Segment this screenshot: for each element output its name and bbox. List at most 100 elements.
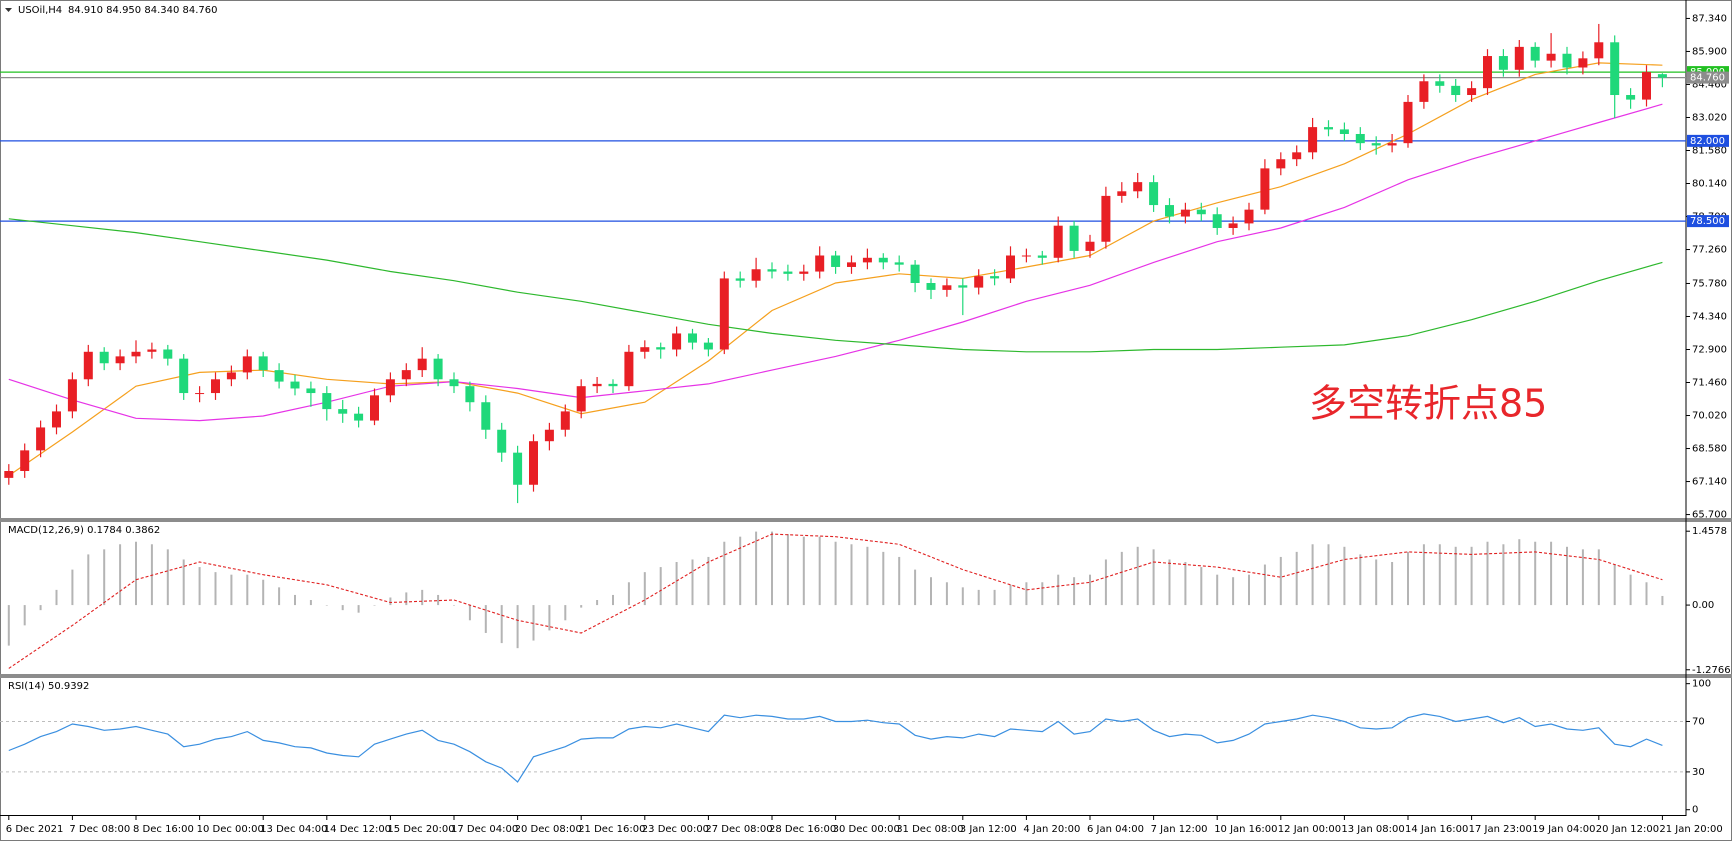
candle-body bbox=[926, 283, 936, 290]
macd-bar bbox=[834, 541, 837, 606]
x-tick-label: 3 Jan 12:00 bbox=[960, 824, 1017, 835]
x-tick-label: 10 Jan 16:00 bbox=[1214, 824, 1277, 835]
candle-body bbox=[163, 349, 173, 359]
candle-body bbox=[1483, 56, 1492, 89]
rsi-title: RSI(14) 50.9392 bbox=[8, 681, 89, 692]
macd-bar bbox=[961, 587, 964, 606]
candle-body bbox=[735, 278, 745, 281]
macd-bar bbox=[866, 546, 869, 606]
candle-body bbox=[481, 402, 491, 430]
candle-body bbox=[529, 441, 538, 485]
x-tick-label: 17 Dec 04:00 bbox=[451, 824, 518, 835]
candle-body bbox=[131, 351, 141, 357]
y-tick-label: 30 bbox=[1692, 767, 1705, 778]
candle-body bbox=[99, 351, 109, 364]
candle-body bbox=[1451, 85, 1461, 96]
candle-body bbox=[974, 276, 984, 288]
macd-bar bbox=[1216, 574, 1219, 606]
candle-body bbox=[1133, 182, 1143, 192]
symbol-title: USOil,H4 bbox=[18, 5, 62, 16]
macd-bar bbox=[675, 562, 678, 606]
candle-body bbox=[560, 411, 570, 430]
candle-body bbox=[544, 429, 554, 442]
candle-body bbox=[1292, 152, 1302, 160]
macd-bar bbox=[500, 605, 503, 644]
macd-bar bbox=[262, 579, 265, 606]
macd-bar bbox=[818, 536, 821, 606]
macd-bar bbox=[214, 572, 217, 606]
macd-bar bbox=[357, 605, 360, 613]
y-tick-label: 100 bbox=[1692, 679, 1711, 690]
candle-body bbox=[226, 372, 236, 380]
candle-body bbox=[1021, 255, 1031, 257]
candle-body bbox=[274, 370, 284, 382]
x-tick-label: 7 Dec 08:00 bbox=[69, 824, 130, 835]
x-tick-label: 20 Dec 08:00 bbox=[515, 824, 582, 835]
y-tick-label: 1.4578 bbox=[1692, 526, 1727, 537]
moving-average bbox=[8, 218, 1663, 353]
macd-bar bbox=[119, 544, 122, 606]
macd-bar bbox=[135, 541, 137, 606]
macd-bar bbox=[1645, 582, 1648, 606]
x-tick-label: 21 Dec 16:00 bbox=[578, 824, 645, 835]
level-label-box bbox=[1687, 71, 1729, 84]
candle-body bbox=[83, 351, 93, 380]
x-tick-label: 7 Jan 12:00 bbox=[1151, 824, 1208, 835]
candle-body bbox=[290, 381, 300, 389]
macd-bar bbox=[230, 574, 233, 606]
x-tick-label: 14 Dec 12:00 bbox=[324, 824, 391, 835]
candle-body bbox=[385, 379, 395, 396]
rsi-line bbox=[8, 713, 1663, 783]
y-tick-label: 0 bbox=[1692, 805, 1698, 816]
macd-bar bbox=[1311, 544, 1314, 606]
x-tick-label: 15 Dec 20:00 bbox=[387, 824, 454, 835]
macd-bar bbox=[1136, 546, 1139, 606]
macd-bar bbox=[246, 574, 249, 606]
x-tick-label: 14 Jan 16:00 bbox=[1405, 824, 1468, 835]
candle-body bbox=[783, 271, 793, 274]
annotation: 多空转折点85 bbox=[1309, 382, 1547, 426]
macd-bar bbox=[691, 559, 694, 606]
macd-bar bbox=[182, 559, 185, 606]
moving-average bbox=[8, 62, 1663, 477]
candle-body bbox=[688, 333, 697, 343]
candle-body bbox=[624, 351, 634, 387]
x-tick-label: 21 Jan 20:00 bbox=[1659, 824, 1722, 835]
x-tick-label: 4 Jan 20:00 bbox=[1023, 824, 1080, 835]
y-tick-label: 84.460 bbox=[1692, 79, 1727, 90]
macd-bar bbox=[1661, 595, 1664, 606]
candle-body bbox=[1355, 133, 1365, 144]
candle-body bbox=[433, 358, 443, 380]
candle-body bbox=[640, 347, 650, 352]
candle-body bbox=[147, 349, 157, 352]
macd-bar bbox=[723, 541, 726, 606]
y-tick-label: 70.020 bbox=[1692, 411, 1727, 422]
symbol-menu-icon[interactable] bbox=[5, 8, 12, 12]
candle-body bbox=[1006, 255, 1015, 279]
y-tick-label: 77.260 bbox=[1692, 245, 1727, 256]
candle-body bbox=[465, 386, 475, 403]
candle-body bbox=[1165, 205, 1174, 217]
macd-bar bbox=[1184, 562, 1187, 606]
candle-body bbox=[1228, 223, 1238, 228]
macd-bar bbox=[198, 567, 201, 606]
candle-body bbox=[958, 285, 968, 288]
y-tick-label: 68.580 bbox=[1692, 444, 1727, 455]
macd-bar bbox=[325, 605, 328, 606]
candle-body bbox=[656, 347, 666, 350]
candle-body bbox=[719, 278, 729, 350]
candle-body bbox=[1642, 72, 1651, 100]
macd-bar bbox=[898, 556, 901, 606]
macd-bar bbox=[1613, 564, 1616, 606]
macd-bar bbox=[945, 582, 948, 606]
level-label: 78.500 bbox=[1690, 216, 1725, 227]
macd-bar bbox=[278, 587, 281, 606]
macd-bar bbox=[627, 582, 630, 606]
macd-bar bbox=[977, 589, 980, 606]
macd-bar bbox=[166, 549, 169, 606]
candle-body bbox=[1467, 88, 1477, 96]
level-label-box bbox=[1687, 134, 1729, 147]
macd-bar bbox=[786, 534, 789, 606]
candle-body bbox=[1562, 53, 1572, 68]
